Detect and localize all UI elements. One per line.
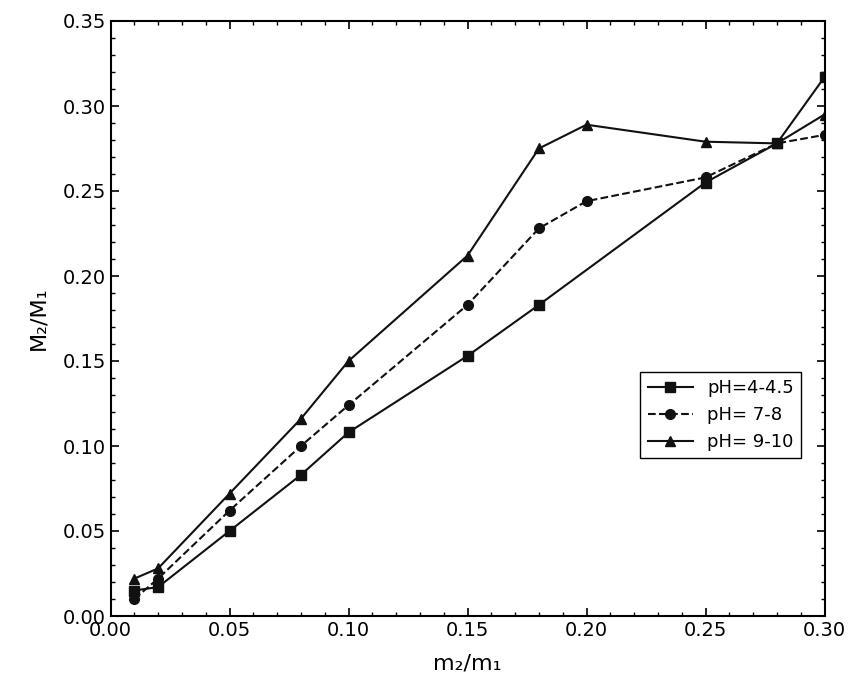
pH= 9-10	[772, 139, 782, 148]
pH= 9-10	[534, 144, 544, 153]
pH= 7-8	[296, 442, 306, 450]
pH=4-4.5	[772, 139, 782, 148]
pH= 7-8	[700, 173, 711, 181]
Line: pH=4-4.5: pH=4-4.5	[129, 72, 830, 596]
pH= 9-10	[224, 489, 235, 498]
pH=4-4.5	[153, 583, 163, 592]
pH=4-4.5	[224, 527, 235, 536]
Line: pH= 7-8: pH= 7-8	[129, 130, 830, 604]
pH= 9-10	[129, 575, 139, 583]
pH=4-4.5	[534, 301, 544, 309]
Legend: pH=4-4.5, pH= 7-8, pH= 9-10: pH=4-4.5, pH= 7-8, pH= 9-10	[640, 372, 802, 459]
pH=4-4.5	[343, 428, 354, 437]
pH= 9-10	[153, 564, 163, 573]
pH= 7-8	[462, 301, 473, 309]
pH= 9-10	[343, 357, 354, 365]
pH=4-4.5	[462, 351, 473, 360]
pH= 9-10	[700, 137, 711, 146]
pH=4-4.5	[819, 73, 830, 81]
pH= 7-8	[581, 197, 592, 205]
Line: pH= 9-10: pH= 9-10	[129, 110, 830, 584]
pH= 9-10	[462, 251, 473, 260]
pH=4-4.5	[700, 178, 711, 187]
pH= 7-8	[534, 224, 544, 232]
pH= 7-8	[772, 139, 782, 148]
pH= 7-8	[343, 401, 354, 410]
pH= 9-10	[581, 120, 592, 129]
Y-axis label: M₂/M₁: M₂/M₁	[28, 287, 48, 350]
pH=4-4.5	[129, 587, 139, 595]
pH= 7-8	[819, 131, 830, 139]
pH= 7-8	[153, 575, 163, 583]
pH= 9-10	[819, 111, 830, 119]
pH=4-4.5	[296, 470, 306, 479]
X-axis label: m₂/m₁: m₂/m₁	[434, 654, 502, 673]
pH= 7-8	[129, 595, 139, 603]
pH= 9-10	[296, 414, 306, 423]
pH= 7-8	[224, 506, 235, 514]
